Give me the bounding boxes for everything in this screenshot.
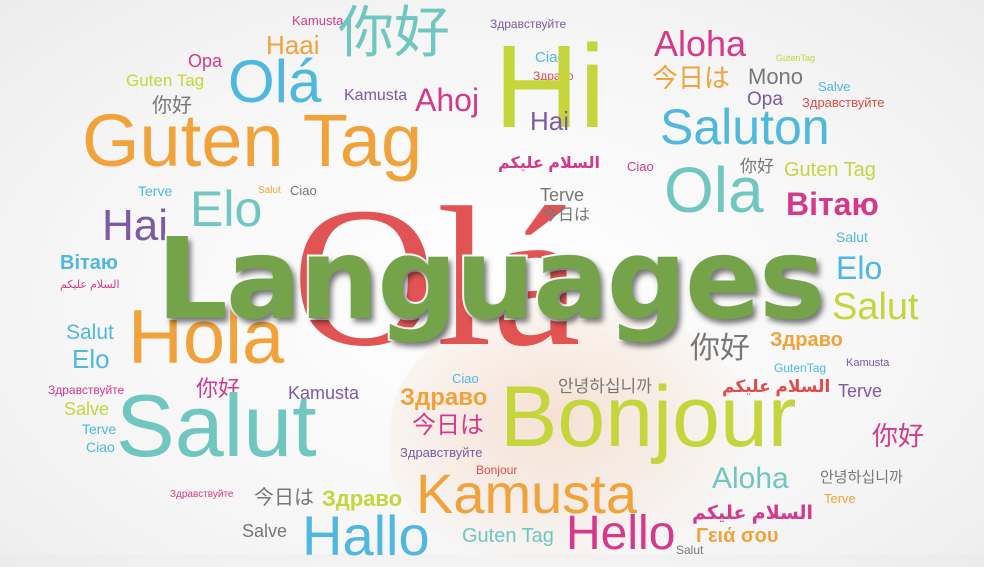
word: 你好	[338, 3, 450, 65]
word: Haai	[266, 30, 320, 60]
word: Здравствуйте	[170, 489, 234, 500]
word: Hai	[102, 201, 169, 250]
word: 今日は	[652, 64, 731, 93]
word: 你好	[872, 422, 925, 451]
word: Ciao	[290, 183, 317, 198]
word: 今日は	[254, 487, 314, 509]
word: Salve	[242, 521, 288, 541]
word: Opa	[747, 89, 783, 110]
word: Вітаю	[786, 186, 879, 222]
word: Ciao	[535, 49, 566, 66]
word: Guten Tag	[82, 99, 423, 182]
word: Terve	[138, 183, 173, 199]
word: Ciao	[627, 159, 654, 174]
word: Salut	[676, 543, 704, 557]
word: Salve	[818, 79, 851, 94]
word: Guten Tag	[126, 71, 205, 90]
word: Aloha	[712, 462, 789, 495]
word: Mono	[748, 64, 804, 89]
word: Kamusta	[416, 462, 637, 525]
word: Salut	[836, 229, 868, 245]
word: Hi	[494, 21, 606, 153]
hands-photo	[390, 300, 750, 560]
word: 今日は	[412, 413, 484, 439]
word: Kamusta	[292, 13, 344, 28]
word: Здраво	[400, 384, 488, 411]
word: Здраво	[322, 486, 403, 511]
word: Salut	[66, 321, 114, 344]
word: Elo	[72, 344, 110, 374]
word: 今日は	[542, 207, 591, 224]
word: Вітаю	[60, 252, 118, 274]
word: 안녕하십니까	[820, 469, 903, 486]
word: Hai	[530, 106, 570, 136]
word: Здравствуйте	[802, 95, 885, 110]
word: Здравствуйте	[48, 383, 125, 397]
word: 你好	[690, 332, 750, 365]
word: Bonjour	[476, 463, 518, 477]
word: Bonjour	[500, 369, 797, 465]
word: Guten Tag	[784, 159, 876, 181]
word: Hola	[128, 295, 285, 380]
word: Здравствуйте	[400, 445, 483, 460]
word: Здравствуйте	[490, 17, 567, 31]
word: Terve	[824, 491, 856, 506]
word: Salut	[832, 286, 919, 328]
word: Saluton	[660, 99, 830, 155]
word: Kamusta	[344, 87, 408, 104]
word: Salve	[64, 399, 110, 419]
word: Opa	[188, 51, 223, 71]
word: 안녕하십니까	[558, 377, 652, 396]
word: 你好	[152, 95, 192, 117]
word: GutenTag	[776, 53, 816, 63]
word: السلام عليكم	[60, 279, 120, 291]
word: Kamusta	[846, 357, 890, 369]
word: Hallo	[302, 504, 430, 567]
word: GutenTag	[774, 361, 827, 375]
word: Salut	[258, 185, 281, 196]
word: Kamusta	[288, 383, 360, 403]
word: Ciao	[86, 439, 115, 455]
title-banner: Languages	[150, 205, 830, 355]
word: Olá	[292, 167, 581, 388]
word: Terve	[540, 185, 585, 205]
word: Elo	[836, 250, 883, 286]
word: Salut	[116, 376, 317, 475]
word: Ciao	[452, 371, 479, 386]
word: Здраво	[533, 69, 574, 83]
word: Ahoj	[415, 82, 480, 118]
word: السلام عليكم	[692, 503, 814, 524]
word: 你好	[196, 376, 241, 401]
page-title: Languages	[155, 213, 828, 347]
word: السلام عليكم	[498, 155, 600, 172]
word: Здраво	[770, 329, 843, 351]
word: Hello	[566, 507, 676, 560]
word: 你好	[740, 157, 774, 176]
word: Guten Tag	[462, 525, 554, 547]
word: Terve	[82, 421, 117, 437]
word: Olá	[228, 48, 322, 115]
word: Elo	[190, 181, 263, 237]
word-cloud: Olá Kamusta 你好 Здравствуйте Haai Opa Cia…	[48, 3, 925, 564]
word: Terve	[838, 381, 883, 401]
word: السلام عليكم	[722, 377, 831, 396]
word: Γειά σου	[696, 525, 779, 547]
word: Aloha	[654, 23, 747, 64]
word: Ola	[664, 154, 764, 226]
